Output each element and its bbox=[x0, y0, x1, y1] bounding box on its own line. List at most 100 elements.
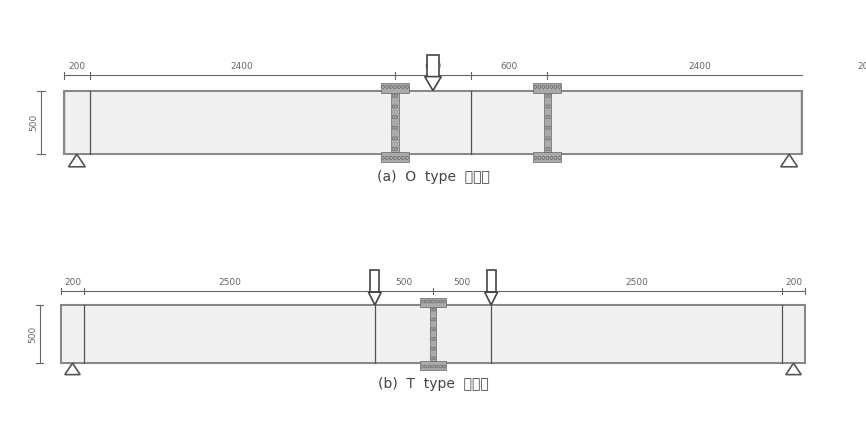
Circle shape bbox=[421, 300, 423, 303]
Text: 600: 600 bbox=[424, 62, 442, 71]
Circle shape bbox=[554, 156, 557, 159]
Circle shape bbox=[538, 156, 541, 159]
Circle shape bbox=[401, 85, 404, 88]
Circle shape bbox=[538, 85, 541, 88]
Circle shape bbox=[392, 147, 395, 150]
Bar bbox=[533, 83, 561, 93]
Bar bbox=[62, 306, 804, 362]
Circle shape bbox=[430, 318, 433, 321]
Circle shape bbox=[390, 156, 392, 159]
Circle shape bbox=[547, 115, 550, 118]
Circle shape bbox=[545, 105, 547, 108]
Text: 2400: 2400 bbox=[231, 62, 254, 71]
Circle shape bbox=[381, 156, 385, 159]
Circle shape bbox=[433, 318, 436, 321]
Circle shape bbox=[430, 337, 433, 340]
Circle shape bbox=[534, 85, 537, 88]
Circle shape bbox=[550, 85, 553, 88]
Circle shape bbox=[558, 156, 561, 159]
Circle shape bbox=[547, 126, 550, 129]
Bar bbox=[420, 298, 446, 307]
Circle shape bbox=[430, 347, 433, 350]
Text: 500: 500 bbox=[29, 114, 38, 131]
Circle shape bbox=[392, 105, 395, 108]
Circle shape bbox=[395, 94, 397, 98]
Bar bbox=[381, 83, 409, 93]
Text: (a)  O  type  실험체: (a) O type 실험체 bbox=[377, 170, 489, 184]
Bar bbox=[371, 270, 379, 292]
Circle shape bbox=[547, 105, 550, 108]
Circle shape bbox=[542, 85, 545, 88]
Circle shape bbox=[395, 105, 397, 108]
Circle shape bbox=[428, 300, 430, 303]
Circle shape bbox=[397, 156, 400, 159]
Bar bbox=[61, 305, 805, 363]
Circle shape bbox=[401, 156, 404, 159]
Circle shape bbox=[439, 365, 442, 368]
Text: 200: 200 bbox=[64, 278, 81, 287]
Bar bbox=[66, 92, 800, 153]
Circle shape bbox=[430, 357, 433, 360]
Text: 2500: 2500 bbox=[625, 278, 648, 287]
Text: 500: 500 bbox=[395, 278, 412, 287]
Bar bbox=[487, 270, 495, 292]
Text: 2400: 2400 bbox=[688, 62, 712, 71]
Circle shape bbox=[395, 126, 397, 129]
Circle shape bbox=[545, 147, 547, 150]
Circle shape bbox=[545, 115, 547, 118]
Circle shape bbox=[392, 115, 395, 118]
Text: 2500: 2500 bbox=[218, 278, 241, 287]
Circle shape bbox=[405, 85, 409, 88]
Circle shape bbox=[534, 156, 537, 159]
Circle shape bbox=[392, 94, 395, 98]
Circle shape bbox=[547, 137, 550, 140]
Circle shape bbox=[439, 300, 442, 303]
Circle shape bbox=[421, 365, 423, 368]
Circle shape bbox=[558, 85, 561, 88]
Circle shape bbox=[397, 85, 400, 88]
Circle shape bbox=[433, 328, 436, 331]
Circle shape bbox=[395, 115, 397, 118]
Circle shape bbox=[547, 147, 550, 150]
Circle shape bbox=[385, 85, 388, 88]
Circle shape bbox=[395, 147, 397, 150]
Circle shape bbox=[428, 365, 430, 368]
Circle shape bbox=[390, 85, 392, 88]
Bar bbox=[64, 91, 802, 154]
Text: 500: 500 bbox=[454, 278, 471, 287]
Circle shape bbox=[547, 94, 550, 98]
Bar bbox=[381, 152, 409, 162]
Text: 600: 600 bbox=[501, 62, 518, 71]
Circle shape bbox=[430, 328, 433, 331]
Circle shape bbox=[545, 126, 547, 129]
Circle shape bbox=[393, 156, 397, 159]
Text: 200: 200 bbox=[856, 62, 866, 71]
Circle shape bbox=[443, 365, 445, 368]
Bar bbox=[427, 55, 439, 77]
Circle shape bbox=[554, 85, 557, 88]
Text: 200: 200 bbox=[68, 62, 86, 71]
Circle shape bbox=[424, 365, 427, 368]
Circle shape bbox=[542, 156, 545, 159]
Circle shape bbox=[431, 365, 435, 368]
Circle shape bbox=[430, 308, 433, 311]
Bar bbox=[420, 361, 446, 370]
Circle shape bbox=[436, 365, 438, 368]
Circle shape bbox=[433, 357, 436, 360]
Bar bbox=[430, 307, 436, 361]
Text: 500: 500 bbox=[29, 325, 37, 343]
Circle shape bbox=[436, 300, 438, 303]
Circle shape bbox=[433, 347, 436, 350]
Circle shape bbox=[433, 337, 436, 340]
Bar bbox=[391, 93, 398, 152]
Circle shape bbox=[395, 137, 397, 140]
Bar bbox=[533, 152, 561, 162]
Circle shape bbox=[546, 156, 549, 159]
Circle shape bbox=[381, 85, 385, 88]
Text: (b)  T  type  실험체: (b) T type 실험체 bbox=[378, 377, 488, 391]
Circle shape bbox=[392, 126, 395, 129]
Circle shape bbox=[424, 300, 427, 303]
Circle shape bbox=[393, 85, 397, 88]
Polygon shape bbox=[368, 292, 381, 305]
Text: 200: 200 bbox=[785, 278, 802, 287]
